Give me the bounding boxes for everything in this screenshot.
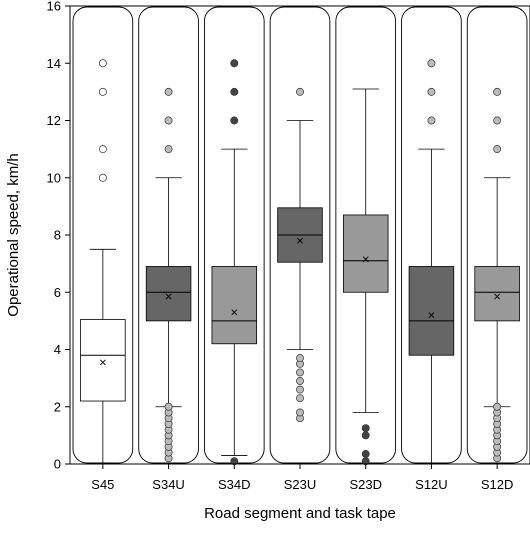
box-s23d bbox=[342, 88, 389, 466]
x-tick-label-s23d: S23D bbox=[349, 477, 382, 492]
x-axis: S45 S34U S34D S23U S23D S12U S12D bbox=[91, 464, 513, 492]
outlier-s34u-12 bbox=[164, 402, 173, 411]
outlier-s23d-2 bbox=[361, 431, 370, 440]
outlier-s12u-2 bbox=[427, 59, 436, 68]
outlier-s34d-0 bbox=[230, 116, 239, 125]
outlier-s23d-1 bbox=[361, 450, 370, 458]
outlier-s23u-3 bbox=[296, 394, 304, 403]
outlier-s23u-5 bbox=[296, 377, 304, 385]
panel-s23u bbox=[269, 6, 331, 464]
box-s45 bbox=[80, 59, 126, 464]
box-s34d bbox=[211, 59, 258, 466]
mean-marker-s34u bbox=[165, 293, 172, 300]
panel-s34u bbox=[138, 6, 199, 464]
outlier-s12d-12 bbox=[493, 402, 502, 411]
outlier-s12d-0 bbox=[493, 145, 502, 154]
outlier-s12u-1 bbox=[427, 87, 436, 96]
x-tick-label-s12d: S12D bbox=[481, 477, 514, 492]
outlier-s23u-0 bbox=[296, 87, 304, 96]
iqr-box-s23d bbox=[342, 214, 389, 293]
panel-s12d bbox=[466, 6, 528, 464]
box-s34u bbox=[145, 87, 192, 463]
box-s12d bbox=[474, 87, 520, 463]
iqr-box-s12d bbox=[474, 266, 520, 322]
outlier-s45-3 bbox=[98, 59, 107, 68]
mean-marker-s34d bbox=[231, 309, 238, 316]
outlier-s23u-4 bbox=[296, 385, 304, 394]
y-tick-label-14: 14 bbox=[47, 56, 61, 71]
outlier-s12d-1 bbox=[493, 116, 502, 125]
y-tick-label-4: 4 bbox=[54, 342, 61, 357]
box-series bbox=[80, 59, 520, 466]
mean-marker-s45 bbox=[99, 359, 106, 366]
y-tick-label-8: 8 bbox=[54, 228, 61, 243]
mean-marker-s12d bbox=[494, 293, 501, 300]
iqr-box-s45 bbox=[80, 319, 126, 402]
x-tick-label-s34d: S34D bbox=[218, 477, 251, 492]
box-s23u bbox=[277, 87, 323, 423]
outlier-s34d-2 bbox=[230, 59, 239, 68]
outlier-s23d-3 bbox=[361, 424, 370, 433]
x-tick-label-s12u: S12U bbox=[415, 477, 448, 492]
y-axis-title: Operational speed, km/h bbox=[5, 153, 22, 316]
outlier-s23u-8 bbox=[296, 354, 304, 363]
mean-marker-s12u bbox=[428, 312, 435, 319]
y-tick-label-12: 12 bbox=[47, 113, 61, 128]
iqr-box-s34u bbox=[145, 266, 192, 322]
x-tick-label-s34u: S34U bbox=[152, 477, 185, 492]
y-axis: 0 2 4 6 8 10 12 14 16 bbox=[47, 0, 70, 472]
outlier-s34u-1 bbox=[164, 116, 173, 125]
outlier-s12d-2 bbox=[493, 87, 502, 96]
iqr-box-s34d bbox=[211, 266, 258, 345]
x-tick-label-s45: S45 bbox=[91, 477, 114, 492]
outlier-s23u-2 bbox=[296, 408, 304, 417]
x-axis-title: Road segment and task tape bbox=[204, 505, 396, 522]
outlier-s45-1 bbox=[98, 145, 107, 154]
box-s12u bbox=[408, 59, 455, 464]
outlier-s23u-6 bbox=[296, 368, 304, 377]
outlier-s34u-2 bbox=[164, 87, 173, 96]
y-tick-label-16: 16 bbox=[47, 0, 61, 14]
x-tick-label-s23u: S23U bbox=[284, 477, 317, 492]
outlier-s45-2 bbox=[98, 87, 107, 96]
outlier-s34u-0 bbox=[164, 145, 173, 154]
y-tick-label-6: 6 bbox=[54, 285, 61, 300]
mean-marker-s23u bbox=[297, 237, 303, 244]
iqr-box-s12u bbox=[408, 266, 455, 356]
y-tick-label-0: 0 bbox=[54, 457, 61, 472]
mean-marker-s23d bbox=[362, 256, 369, 263]
y-tick-label-10: 10 bbox=[47, 170, 61, 185]
outlier-s45-0 bbox=[98, 173, 107, 182]
outlier-s34d-1 bbox=[230, 87, 239, 96]
y-tick-label-2: 2 bbox=[54, 399, 61, 414]
outlier-s12u-0 bbox=[427, 116, 436, 125]
